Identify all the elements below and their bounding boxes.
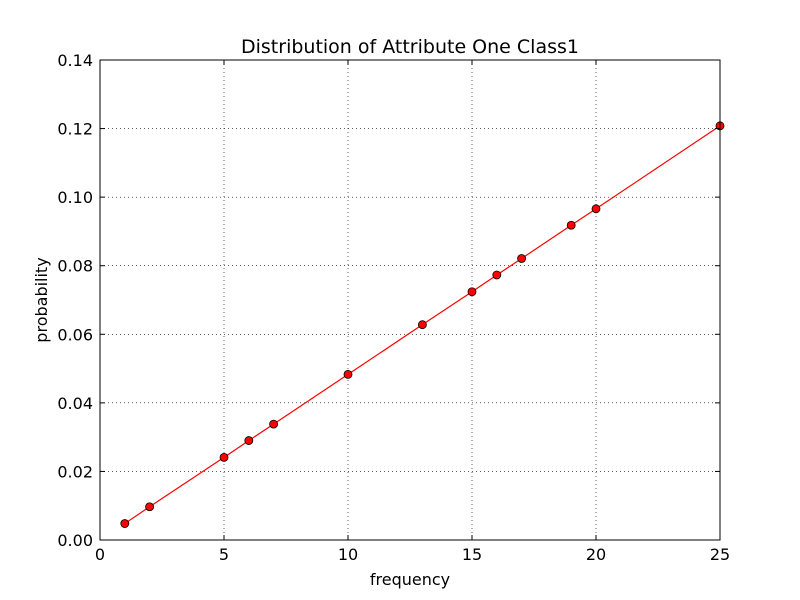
plot-frame [99, 59, 721, 541]
x-tick-label: 20 [586, 545, 606, 564]
y-tick-label: 0.10 [57, 188, 93, 207]
data-point [244, 436, 254, 445]
y-tick-label: 0.04 [57, 394, 93, 413]
x-axis-label: frequency [370, 570, 450, 589]
y-tick-label: 0.00 [57, 531, 93, 550]
x-tick-label: 10 [338, 545, 358, 564]
x-tick-label: 0 [95, 545, 105, 564]
y-tick-label: 0.12 [57, 120, 93, 139]
data-point [492, 270, 502, 280]
ticks: 0 5 10 15 20 25 0.00 0.02 0.04 0.06 0.08 0.10 0.12 0.… [57, 51, 730, 564]
y-tick-label: 0.02 [57, 462, 93, 481]
data-point [269, 419, 279, 429]
data-point [120, 519, 130, 528]
data-point [145, 502, 155, 512]
data-point [467, 287, 477, 297]
y-tick-label: 0.14 [57, 51, 93, 70]
data-point [219, 452, 229, 462]
data-point [591, 204, 601, 214]
y-tick-label: 0.08 [57, 257, 93, 276]
data-point [343, 369, 353, 379]
data-point [417, 320, 427, 330]
data-point [566, 220, 576, 230]
series-layer [120, 121, 725, 528]
plot-area [100, 60, 720, 540]
x-tick-label: 15 [462, 545, 482, 564]
data-point [517, 254, 526, 263]
chart-title: Distribution of Attribute One Class1 [241, 36, 579, 58]
y-axis-label: probability [32, 257, 51, 342]
x-tick-label: 5 [219, 545, 229, 564]
x-tick-label: 25 [710, 545, 730, 564]
y-tick-label: 0.06 [57, 325, 93, 344]
